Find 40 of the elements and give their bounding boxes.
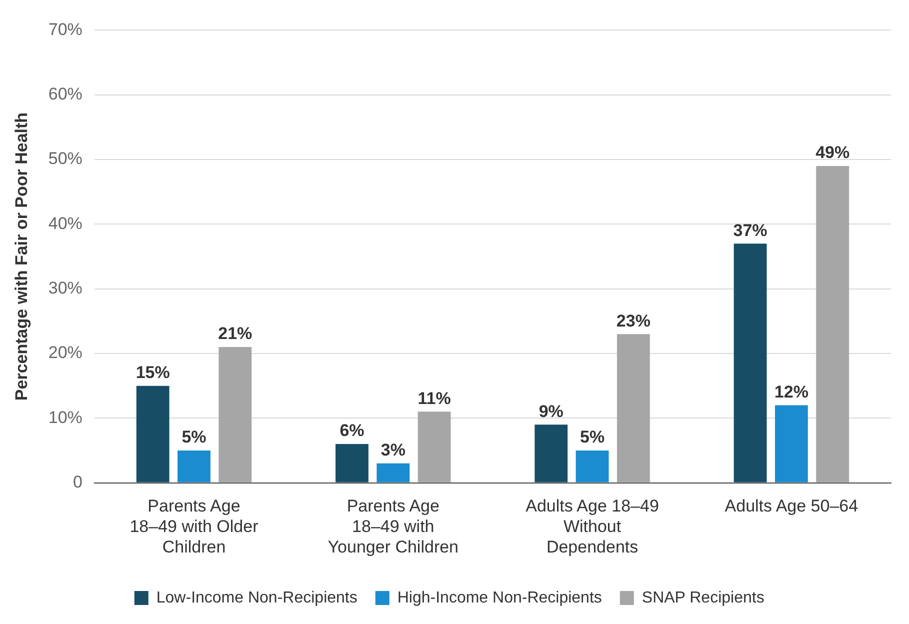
x-tick-label: Adults Age 18–49 Without Dependents xyxy=(526,496,659,556)
data-label: 3% xyxy=(380,440,406,460)
data-label: 5% xyxy=(182,428,206,447)
y-tick-label: 30% xyxy=(48,278,82,298)
data-label: 21% xyxy=(218,324,252,344)
bar xyxy=(816,166,850,482)
bar xyxy=(774,405,808,482)
data-label: 12% xyxy=(774,382,808,402)
bar xyxy=(418,412,451,482)
y-tick-label: 40% xyxy=(48,214,82,233)
x-tick-label: Adults Age 50–64 xyxy=(724,496,858,516)
data-label: 37% xyxy=(733,220,768,240)
bar xyxy=(136,386,170,482)
bar xyxy=(336,444,368,482)
legend-label: Low-Income Non-Recipients xyxy=(156,589,358,606)
data-label: 5% xyxy=(580,428,605,447)
bar xyxy=(218,347,252,482)
bar xyxy=(616,334,650,482)
legend-label: SNAP Recipients xyxy=(642,589,764,606)
y-tick-label: 60% xyxy=(48,84,82,104)
y-tick-label: 10% xyxy=(48,408,82,427)
bar xyxy=(534,424,568,482)
x-tick-label: Parents Age 18–49 with Older Children xyxy=(130,496,259,556)
y-tick-label: 70% xyxy=(48,20,82,39)
data-label: 9% xyxy=(538,402,564,421)
legend-label: High-Income Non-Recipients xyxy=(397,589,602,606)
y-tick-label: 0 xyxy=(72,472,82,492)
data-label: 23% xyxy=(616,311,650,330)
data-label: 15% xyxy=(136,363,170,382)
bar xyxy=(376,463,410,482)
bar xyxy=(178,450,210,482)
y-axis-title: Percentage with Fair or Poor Health xyxy=(12,112,31,401)
data-label: 11% xyxy=(418,388,451,408)
bar xyxy=(734,244,767,482)
data-label: 49% xyxy=(816,143,850,162)
y-tick-label: 50% xyxy=(48,149,82,168)
data-label: 6% xyxy=(340,421,364,440)
y-tick-label: 20% xyxy=(48,343,82,362)
x-tick-label: Parents Age 18–49 with Younger Children xyxy=(328,496,459,556)
bar xyxy=(576,450,609,482)
